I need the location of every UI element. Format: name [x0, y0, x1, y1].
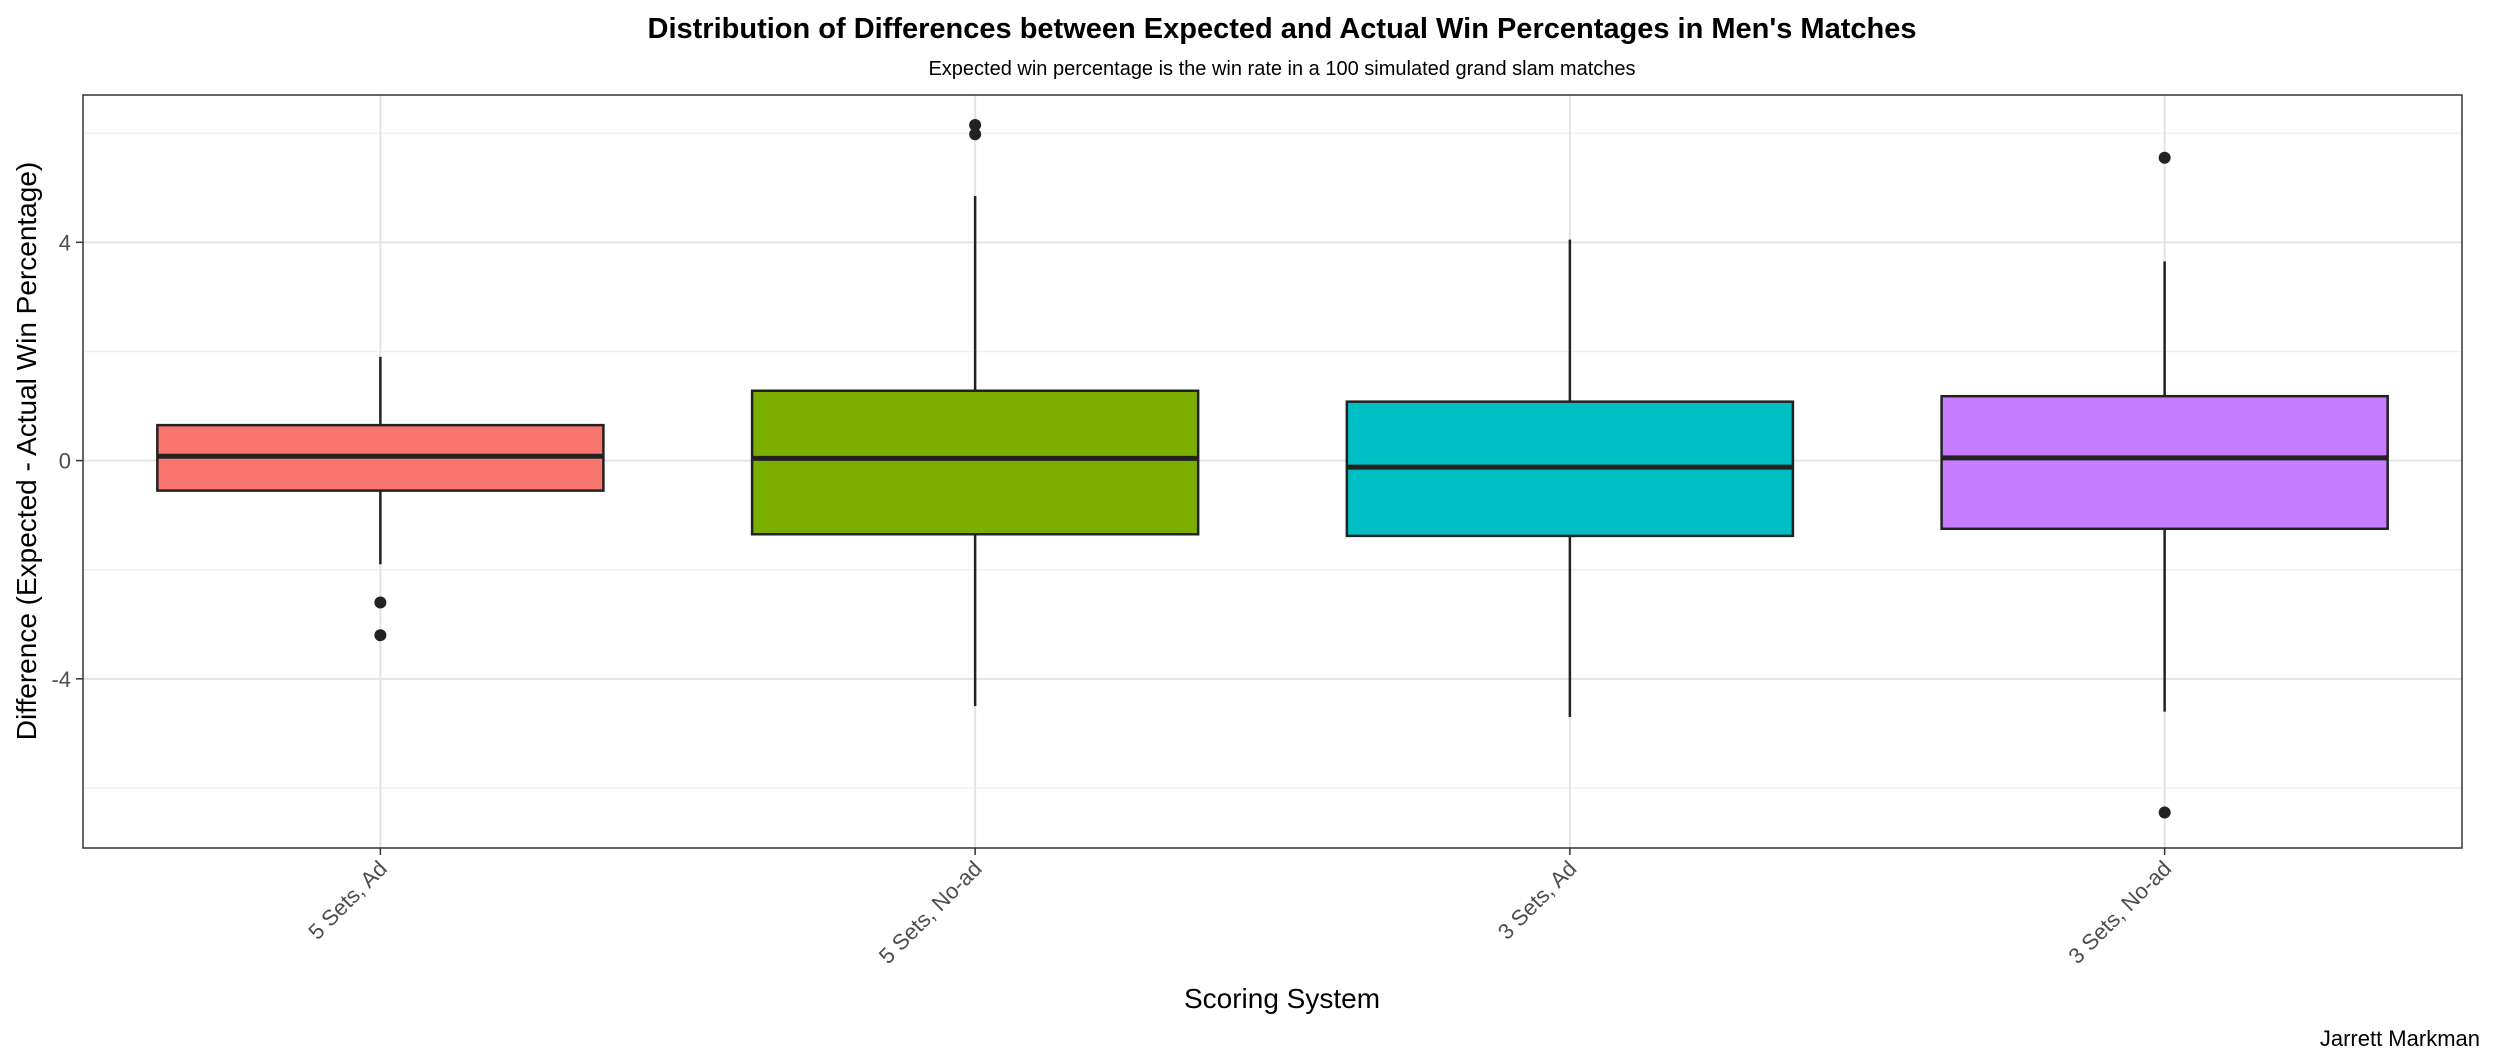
plot-marks	[156, 119, 2389, 819]
box-3	[1345, 239, 1795, 718]
panel-border	[82, 94, 2463, 849]
box-4	[1940, 151, 2389, 819]
box-2	[750, 119, 1200, 707]
chart-title: Distribution of Differences between Expe…	[648, 13, 1917, 45]
x-tick-label: 3 Sets, No-ad	[2063, 856, 2176, 969]
outlier-point	[2158, 151, 2171, 164]
y-axis-title: Difference (Expected - Actual Win Percen…	[11, 162, 42, 740]
caption: Jarrett Markman	[2320, 1026, 2480, 1051]
y-tick-label: 0	[59, 449, 71, 474]
y-tick-label: 4	[59, 230, 71, 255]
x-tick-label: 5 Sets, Ad	[303, 856, 392, 945]
outlier-point	[374, 629, 387, 642]
outlier-point	[374, 596, 387, 609]
x-tick-label: 5 Sets, No-ad	[874, 856, 987, 969]
x-axis-title: Scoring System	[1184, 983, 1380, 1014]
outlier-point	[969, 119, 982, 132]
y-tick-label: -4	[51, 667, 71, 692]
chart-subtitle: Expected win percentage is the win rate …	[928, 58, 1635, 80]
box-body	[750, 389, 1200, 536]
x-axis: 5 Sets, Ad 5 Sets, No-ad 3 Sets, Ad 3 Sets,…	[303, 848, 2176, 969]
y-axis: -4 0 4	[51, 230, 83, 692]
x-tick-label: 3 Sets, Ad	[1493, 856, 1582, 945]
outlier-point	[2158, 806, 2171, 819]
box-body	[1940, 394, 2389, 531]
box-1	[156, 356, 605, 642]
outlier-point	[969, 128, 982, 141]
